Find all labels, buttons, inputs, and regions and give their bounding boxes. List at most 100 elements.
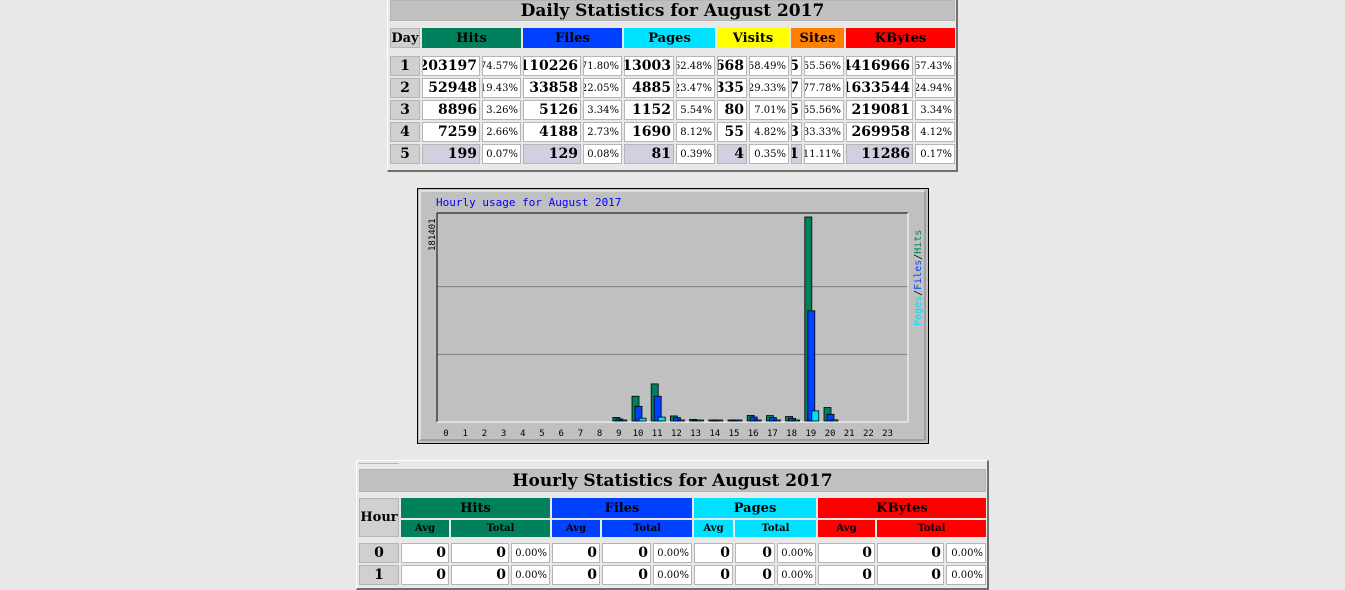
daily-cell-sites-pct: 33.33% bbox=[804, 122, 844, 142]
daily-cell-pages: 13003 bbox=[624, 56, 674, 76]
bar-files-16 bbox=[749, 416, 758, 422]
hourly-cell-kbytes-pct: 0.00% bbox=[946, 565, 986, 585]
daily-cell-pages-pct: 23.47% bbox=[676, 78, 715, 98]
daily-header-pages: Pages bbox=[624, 28, 715, 48]
hourly-cell-hits-total: 0 bbox=[451, 543, 509, 563]
hourly-cell-kbytes-pct: 0.00% bbox=[946, 543, 986, 563]
daily-cell-sites: 1 bbox=[791, 144, 802, 164]
x-tick-label: 8 bbox=[597, 429, 602, 439]
legend-hits: Hits bbox=[913, 230, 924, 254]
daily-cell-sites: 7 bbox=[791, 78, 802, 98]
hourly-cell-pages-total: 0 bbox=[735, 565, 775, 585]
x-tick-label: 17 bbox=[767, 429, 778, 439]
hourly-cell-files-total: 0 bbox=[602, 543, 651, 563]
bar-files-11 bbox=[653, 395, 662, 422]
daily-cell-sites-pct: 77.78% bbox=[804, 78, 844, 98]
hourly-cell-hits-avg: 0 bbox=[401, 543, 449, 563]
hourly-cell-hour: 0 bbox=[359, 543, 399, 563]
daily-cell-kbytes-pct: 4.12% bbox=[915, 122, 955, 142]
daily-cell-kbytes: 11286 bbox=[846, 144, 913, 164]
daily-cell-pages-pct: 62.48% bbox=[676, 56, 715, 76]
x-tick-label: 21 bbox=[844, 429, 855, 439]
daily-cell-files: 33858 bbox=[523, 78, 581, 98]
hourly-cell-files-pct: 0.00% bbox=[653, 565, 692, 585]
daily-stats-title: Daily Statistics for August 2017 bbox=[390, 0, 955, 21]
chart-outer-border bbox=[417, 188, 929, 444]
daily-cell-files-pct: 71.80% bbox=[583, 56, 622, 76]
daily-cell-sites-pct: 11.11% bbox=[804, 144, 844, 164]
hourly-cell-pages-avg: 0 bbox=[694, 565, 733, 585]
daily-cell-kbytes-pct: 67.43% bbox=[915, 56, 955, 76]
daily-header-kbytes: KBytes bbox=[846, 28, 955, 48]
daily-cell-hits: 52948 bbox=[422, 78, 480, 98]
daily-cell-hits-pct: 3.26% bbox=[482, 100, 521, 120]
x-tick-label: 19 bbox=[805, 429, 816, 439]
hourly-cell-kbytes-total: 0 bbox=[877, 565, 944, 585]
daily-cell-hits: 8896 bbox=[422, 100, 480, 120]
x-tick-label: 20 bbox=[825, 429, 836, 439]
daily-cell-files-pct: 22.05% bbox=[583, 78, 622, 98]
daily-cell-hits-pct: 2.66% bbox=[482, 122, 521, 142]
daily-header-day: Day bbox=[390, 28, 420, 48]
hourly-stats-title: Hourly Statistics for August 2017 bbox=[359, 469, 986, 492]
hourly-cell-pages-pct: 0.00% bbox=[777, 543, 816, 563]
hourly-cell-hits-total: 0 bbox=[451, 565, 509, 585]
hourly-cell-hour: 1 bbox=[359, 565, 399, 585]
daily-cell-hits-pct: 19.43% bbox=[482, 78, 521, 98]
hourly-sub-pages-avg: Avg bbox=[694, 520, 733, 537]
hourly-cell-kbytes-total: 0 bbox=[877, 543, 944, 563]
vertical-legend: Pages/Files/Hits bbox=[913, 230, 924, 326]
daily-cell-kbytes: 4416966 bbox=[846, 56, 913, 76]
hourly-sub-files-total: Total bbox=[602, 520, 692, 537]
daily-cell-visits-pct: 29.33% bbox=[749, 78, 789, 98]
daily-cell-files: 110226 bbox=[523, 56, 581, 76]
x-tick-label: 3 bbox=[501, 429, 506, 439]
bar-files-19 bbox=[807, 310, 816, 422]
bar-pages-14 bbox=[715, 419, 724, 422]
daily-cell-visits: 4 bbox=[717, 144, 747, 164]
hourly-sub-kbytes-avg: Avg bbox=[818, 520, 875, 537]
bar-pages-19 bbox=[811, 410, 820, 422]
daily-cell-pages: 81 bbox=[624, 144, 674, 164]
x-tick-label: 16 bbox=[748, 429, 759, 439]
chart-title: Hourly usage for August 2017 bbox=[436, 196, 621, 209]
daily-cell-pages: 1690 bbox=[624, 122, 674, 142]
daily-cell-sites: 5 bbox=[791, 56, 802, 76]
daily-header-visits: Visits bbox=[717, 28, 789, 48]
daily-header-hits: Hits bbox=[422, 28, 521, 48]
bar-pages-15 bbox=[734, 419, 743, 422]
daily-cell-kbytes: 269958 bbox=[846, 122, 913, 142]
x-tick-label: 11 bbox=[652, 429, 663, 439]
legend-sep: / bbox=[913, 254, 924, 260]
hourly-cell-hits-avg: 0 bbox=[401, 565, 449, 585]
hourly-header-pages: Pages bbox=[694, 498, 816, 518]
bar-files-17 bbox=[768, 417, 777, 422]
daily-cell-pages: 1152 bbox=[624, 100, 674, 120]
bar-pages-20 bbox=[830, 419, 839, 422]
x-tick-label: 18 bbox=[786, 429, 797, 439]
plot-area-bg bbox=[437, 213, 908, 422]
hourly-cell-files-avg: 0 bbox=[552, 543, 600, 563]
x-tick-label: 4 bbox=[520, 429, 525, 439]
x-tick-label: 2 bbox=[482, 429, 487, 439]
bar-pages-17 bbox=[772, 419, 781, 422]
daily-cell-sites-pct: 55.56% bbox=[804, 100, 844, 120]
x-tick-label: 0 bbox=[443, 429, 448, 439]
bar-pages-18 bbox=[792, 419, 801, 422]
daily-cell-day: 5 bbox=[390, 144, 420, 164]
daily-cell-visits: 80 bbox=[717, 100, 747, 120]
daily-cell-kbytes-pct: 24.94% bbox=[915, 78, 955, 98]
daily-cell-pages-pct: 5.54% bbox=[676, 100, 715, 120]
bar-files-20 bbox=[826, 413, 835, 422]
bar-pages-11 bbox=[657, 416, 666, 422]
daily-cell-hits: 203197 bbox=[422, 56, 480, 76]
hourly-cell-kbytes-avg: 0 bbox=[818, 543, 875, 563]
daily-cell-visits-pct: 0.35% bbox=[749, 144, 789, 164]
daily-cell-sites: 5 bbox=[791, 100, 802, 120]
daily-cell-files: 4188 bbox=[523, 122, 581, 142]
daily-cell-visits-pct: 58.49% bbox=[749, 56, 789, 76]
x-tick-label: 15 bbox=[729, 429, 740, 439]
daily-cell-files-pct: 2.73% bbox=[583, 122, 622, 142]
bar-pages-13 bbox=[696, 419, 705, 422]
